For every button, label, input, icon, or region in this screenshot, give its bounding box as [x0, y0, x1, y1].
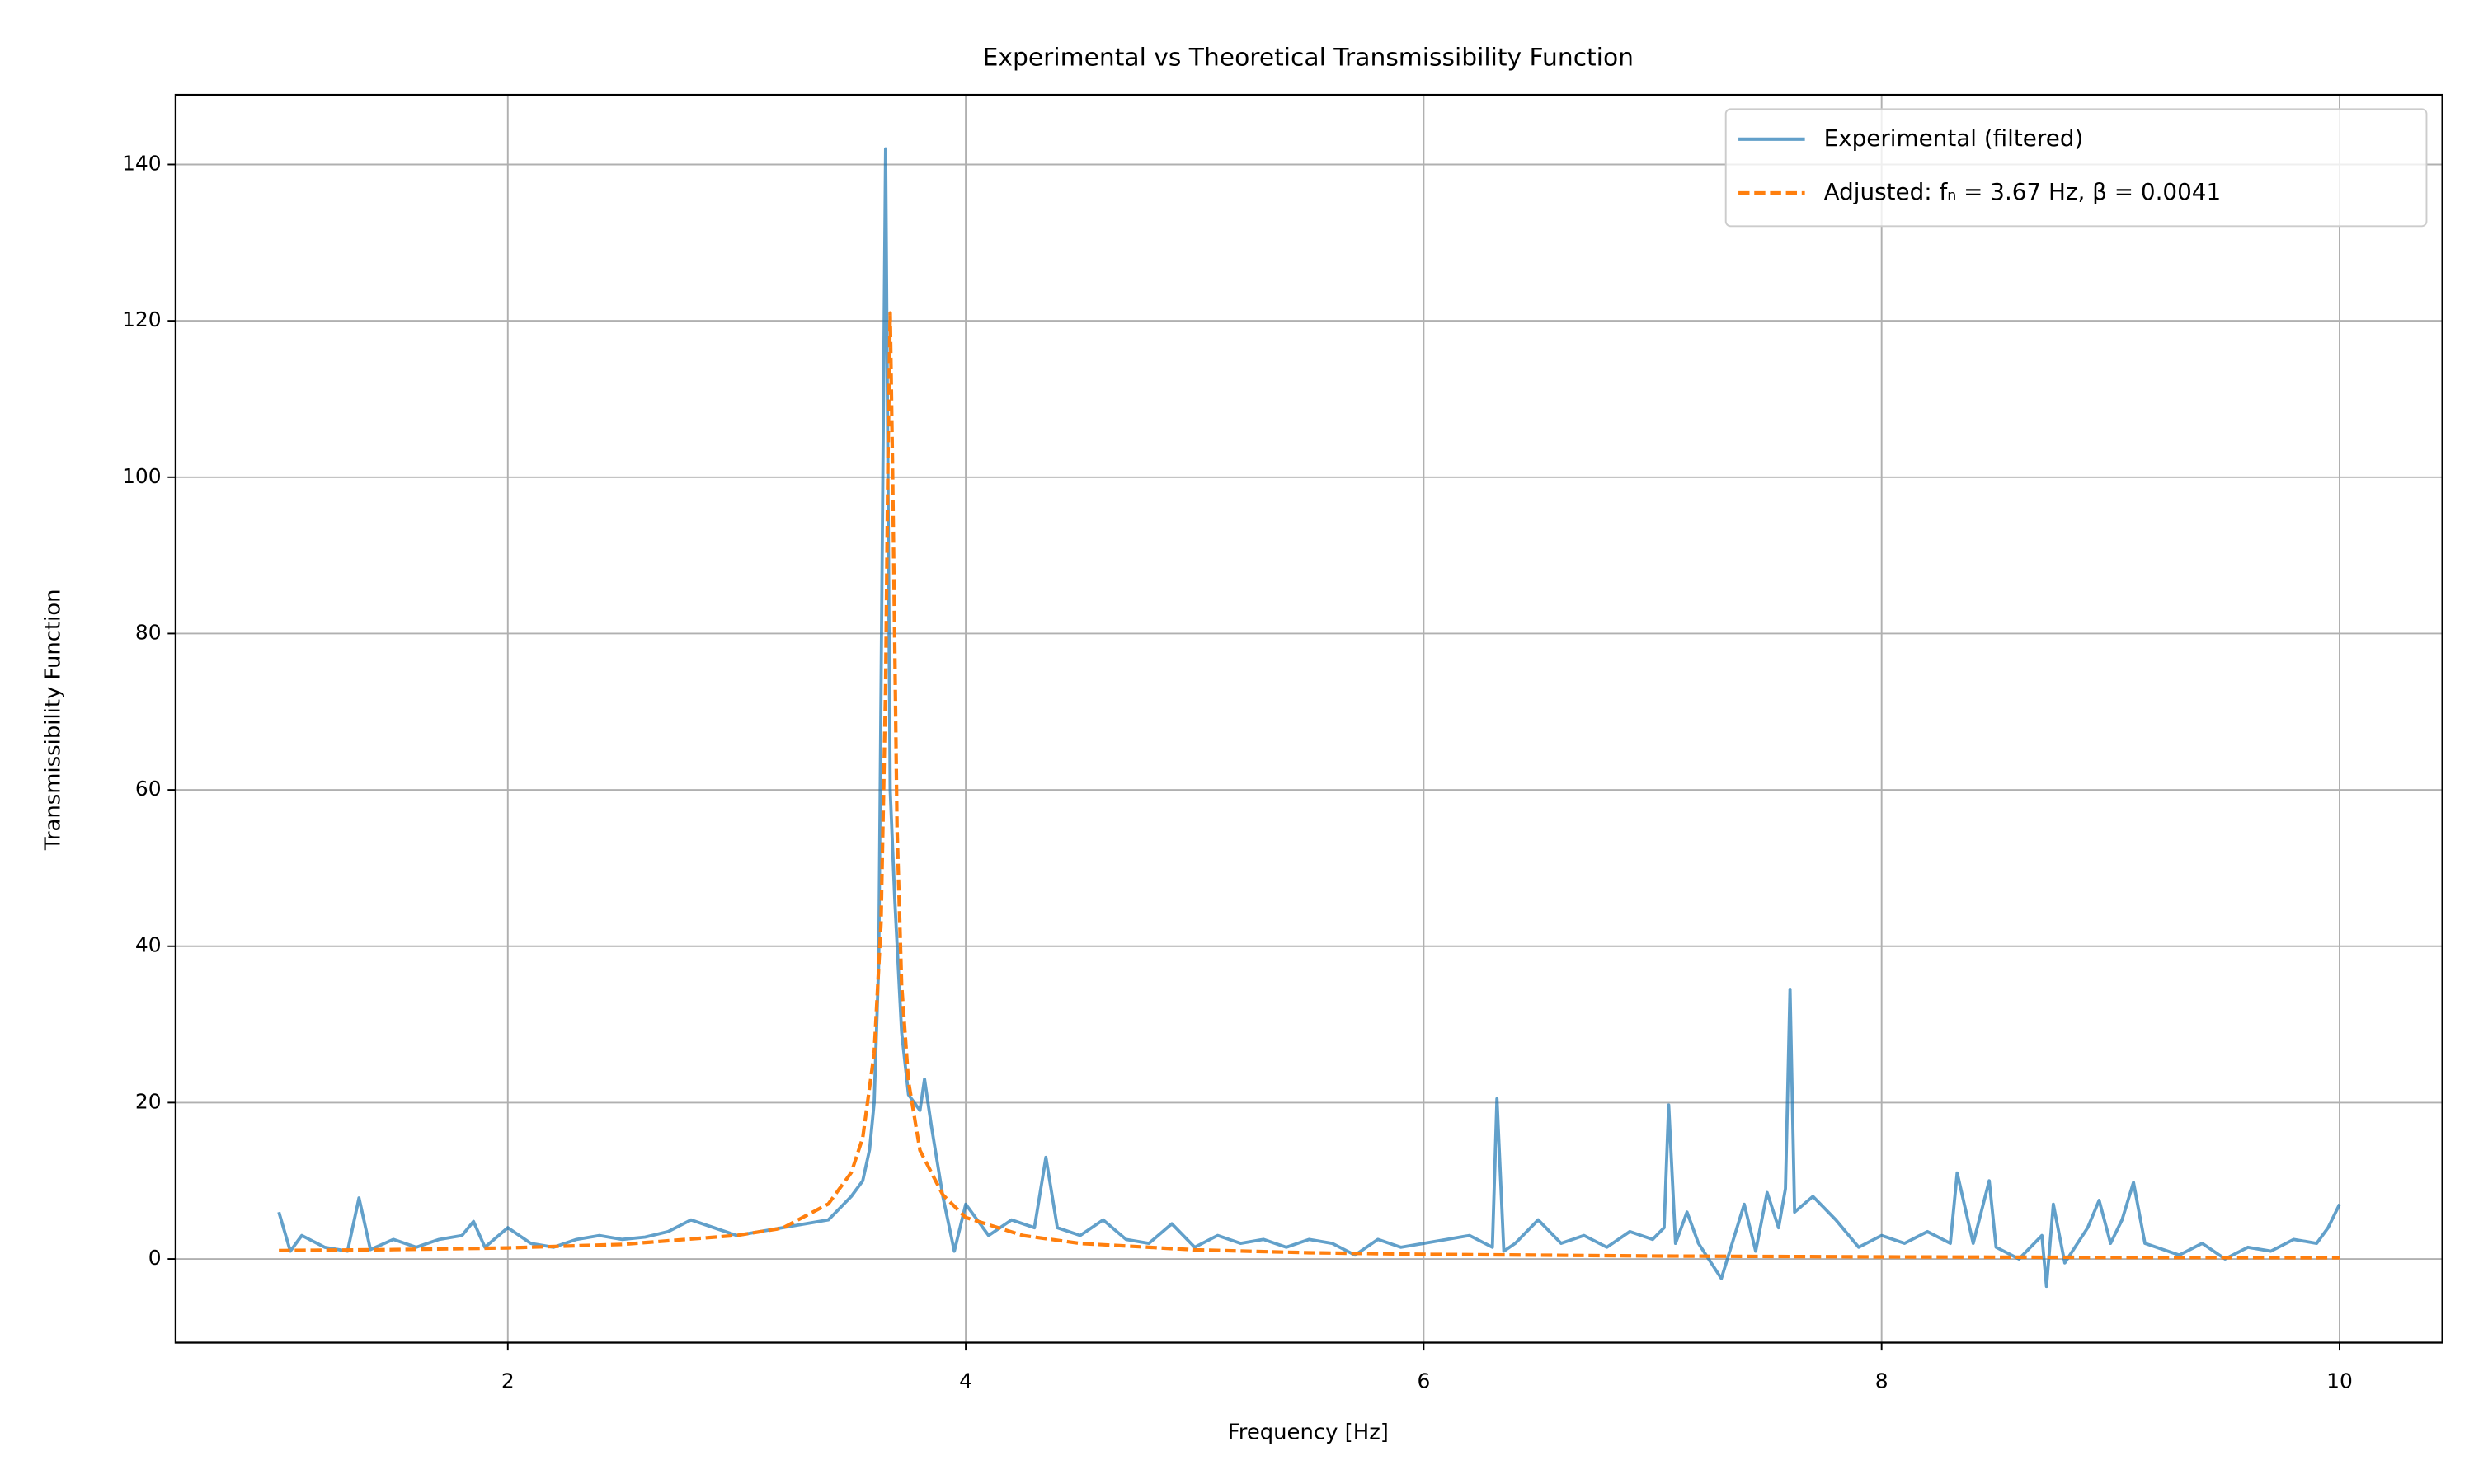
y-tick-label: 60	[135, 777, 162, 801]
series-line	[277, 147, 2341, 1289]
y-tick-label: 80	[135, 620, 162, 644]
x-tick-label: 8	[1875, 1369, 1888, 1392]
x-tick-label: 6	[1417, 1369, 1430, 1392]
y-tick-label: 0	[148, 1246, 162, 1270]
y-tick-label: 40	[135, 933, 162, 957]
y-axis-label: Transmissibility Function	[41, 589, 66, 851]
x-tick-label: 4	[959, 1369, 972, 1392]
chart-title: Experimental vs Theoretical Transmissibi…	[983, 43, 1634, 72]
y-tick-label: 140	[122, 151, 162, 175]
x-tick-label: 10	[2326, 1369, 2353, 1392]
legend-box	[1724, 108, 2428, 228]
plot-frame	[174, 93, 2443, 1344]
legend-label: Adjusted: fₙ = 3.67 Hz, β = 0.0041	[1824, 178, 2222, 205]
x-tick-label: 2	[501, 1369, 515, 1392]
legend-label: Experimental (filtered)	[1824, 124, 2084, 152]
y-tick-label: 120	[122, 308, 162, 331]
series-line	[279, 311, 2340, 1260]
y-tick-label: 100	[122, 464, 162, 488]
y-tick-label: 20	[135, 1089, 162, 1113]
x-axis-label: Frequency [Hz]	[1228, 1420, 1389, 1444]
